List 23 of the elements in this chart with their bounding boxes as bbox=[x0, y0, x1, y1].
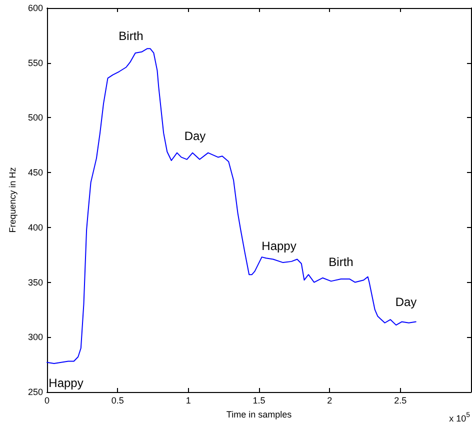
annotation: Happy bbox=[48, 376, 84, 390]
y-tick-label: 500 bbox=[28, 112, 43, 123]
x-tick-label: 0.5 bbox=[111, 396, 124, 406]
x-tick-label: 1.5 bbox=[252, 396, 266, 406]
line-series bbox=[46, 48, 416, 364]
annotation: Birth bbox=[328, 255, 354, 269]
x-tick-label: 2.5 bbox=[394, 396, 407, 406]
y-tick-label: 600 bbox=[28, 3, 43, 13]
y-axis-title: Frequency in Hz bbox=[8, 166, 18, 233]
x-tick-label: 1 bbox=[186, 396, 191, 406]
y-tick-label: 450 bbox=[28, 168, 43, 178]
annotation: Day bbox=[395, 295, 417, 309]
y-tick-label: 300 bbox=[28, 332, 43, 342]
y-tick-label: 550 bbox=[28, 58, 43, 68]
annotation: Happy bbox=[262, 239, 296, 253]
x-axis-title: Time in samples bbox=[226, 409, 292, 420]
annotation: Day bbox=[184, 129, 206, 143]
annotation: Birth bbox=[118, 29, 144, 43]
x-tick-label: 0 bbox=[44, 396, 50, 406]
x-tick-label: 2 bbox=[327, 396, 332, 406]
y-tick-label: 250 bbox=[28, 387, 43, 397]
y-tick-label: 400 bbox=[28, 222, 43, 232]
y-tick-label: 350 bbox=[28, 277, 43, 288]
